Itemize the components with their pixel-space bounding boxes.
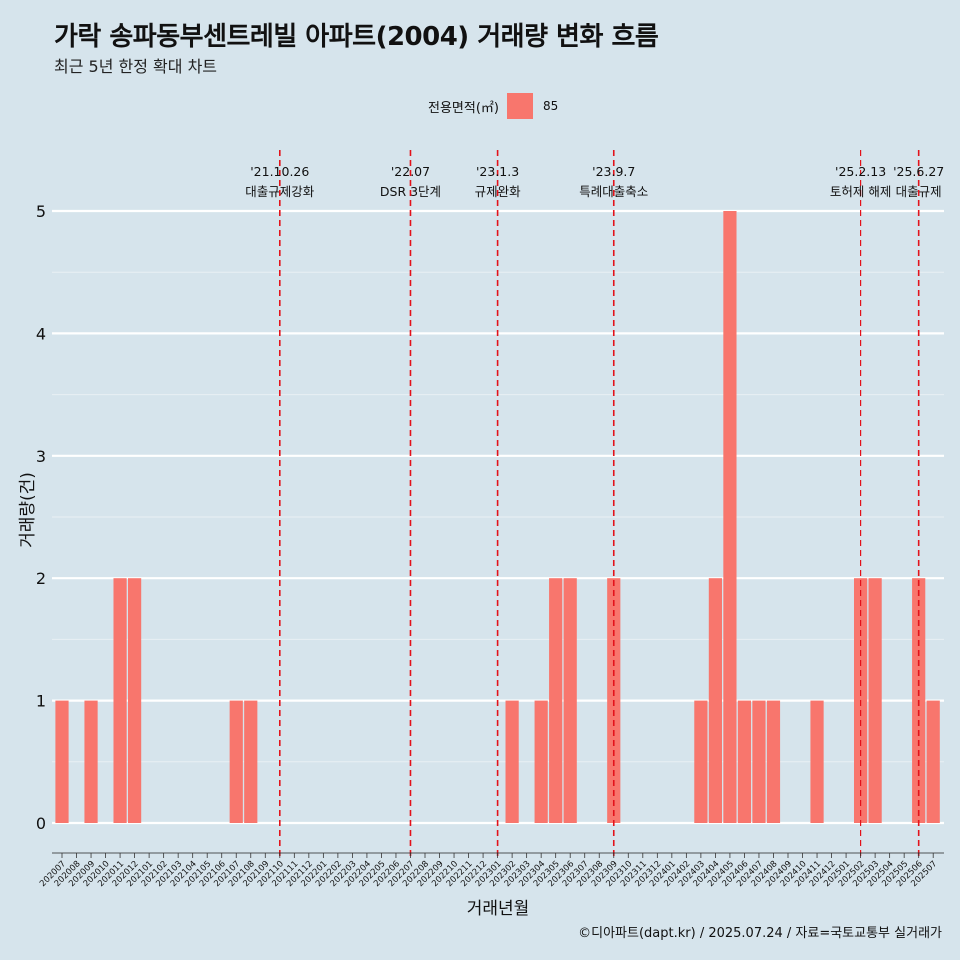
bar-202403 (694, 700, 708, 823)
y-tick-label: 5 (36, 202, 46, 221)
bar-202411 (810, 700, 824, 823)
bar-202405 (723, 211, 737, 823)
bar-202304 (534, 700, 548, 823)
y-axis-ticks: 0 1 2 3 4 5 (36, 202, 46, 833)
event-name-label: DSR 3단계 (380, 184, 441, 199)
x-axis: 2020072020082020092020102020112020122021… (38, 852, 944, 889)
event-date-label: '23.1.3 (476, 164, 519, 179)
bar-202012 (128, 578, 142, 823)
bar-202306 (563, 578, 577, 823)
event-date-label: '22.07 (391, 164, 430, 179)
event-date-label: '25.2.13 (835, 164, 886, 179)
bar-202507 (926, 700, 940, 823)
bar-202305 (549, 578, 563, 823)
bar-202108 (244, 700, 258, 823)
y-tick-label: 3 (36, 447, 46, 466)
legend-entry-label: 85 (542, 99, 559, 113)
chart-title: 가락 송파동부센트레빌 아파트(2004) 거래량 변화 흐름 (54, 22, 659, 52)
bar-202107 (229, 700, 243, 823)
event-name-label: 대출규제 (896, 184, 942, 199)
y-tick-label: 4 (36, 324, 46, 343)
bar-202302 (505, 700, 519, 823)
chart-subtitle: 최근 5년 한정 확대 차트 (54, 57, 218, 76)
bar-202503 (868, 578, 882, 823)
bar-202406 (737, 700, 752, 823)
bar-202404 (708, 578, 722, 823)
y-tick-label: 1 (36, 692, 46, 711)
event-date-label: '21.10.26 (250, 164, 309, 179)
bar-202009 (84, 700, 98, 823)
event-name-label: 대출규제강화 (245, 184, 315, 199)
event-name-label: 특례대출축소 (579, 184, 648, 199)
legend-key-swatch (506, 93, 533, 119)
bar-202407 (752, 700, 766, 823)
legend-title: 전용면적(㎡) (428, 100, 499, 116)
event-date-label: '25.6.27 (893, 164, 944, 179)
y-tick-label: 0 (36, 814, 46, 833)
source-caption: ©디아파트(dapt.kr) / 2025.07.24 / 자료=국토교통부 실… (578, 926, 942, 941)
legend: 전용면적(㎡) 85 (428, 93, 558, 119)
event-date-label: '23.9.7 (592, 164, 635, 179)
bar-202011 (113, 578, 127, 823)
event-name-label: 규제완화 (475, 184, 522, 199)
bar-202408 (766, 700, 781, 823)
bar-202007 (55, 700, 69, 823)
y-tick-label: 2 (36, 569, 46, 588)
event-markers: '21.10.26 대출규제강화 '22.07 DSR 3단계 '23.1.3 규제완화 '… (245, 150, 944, 856)
y-axis-title: 거래량(건) (18, 472, 38, 548)
event-name-label: 토허제 해제 (830, 184, 891, 199)
x-axis-title: 거래년월 (467, 899, 530, 919)
